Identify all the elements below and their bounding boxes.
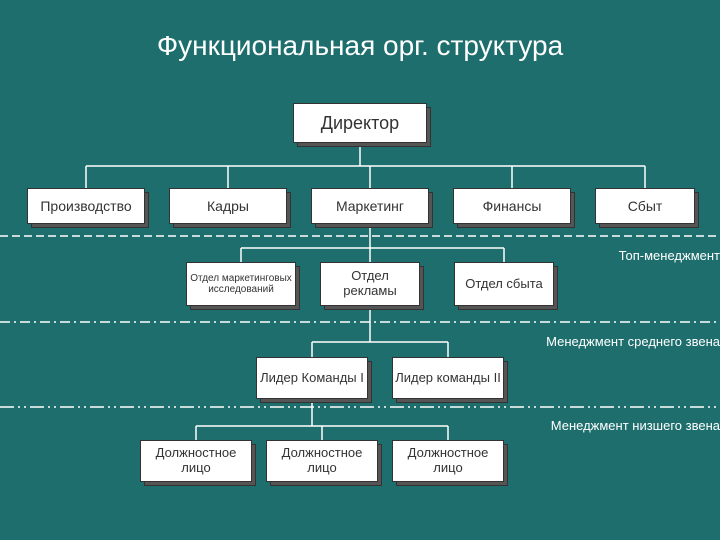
node-research: Отдел маркетинговых исследований — [186, 262, 296, 306]
page-title: Функциональная орг. структура — [0, 30, 720, 62]
node-sales: Сбыт — [595, 188, 695, 224]
node-salesdept: Отдел сбыта — [454, 262, 554, 306]
tier-label-top: Топ-менеджмент — [619, 248, 720, 263]
node-off2: Должностное лицо — [266, 440, 378, 482]
node-hr: Кадры — [169, 188, 287, 224]
tier-label-middle: Менеджмент среднего звена — [546, 334, 720, 349]
node-lead2: Лидер команды II — [392, 357, 504, 399]
node-lead1: Лидер Команды I — [256, 357, 368, 399]
node-off3: Должностное лицо — [392, 440, 504, 482]
node-finance: Финансы — [453, 188, 571, 224]
tier-label-lower: Менеджмент низшего звена — [551, 418, 720, 433]
node-production: Производство — [27, 188, 145, 224]
node-director: Директор — [293, 103, 427, 143]
node-marketing: Маркетинг — [311, 188, 429, 224]
node-ads: Отдел рекламы — [320, 262, 420, 306]
node-off1: Должностное лицо — [140, 440, 252, 482]
